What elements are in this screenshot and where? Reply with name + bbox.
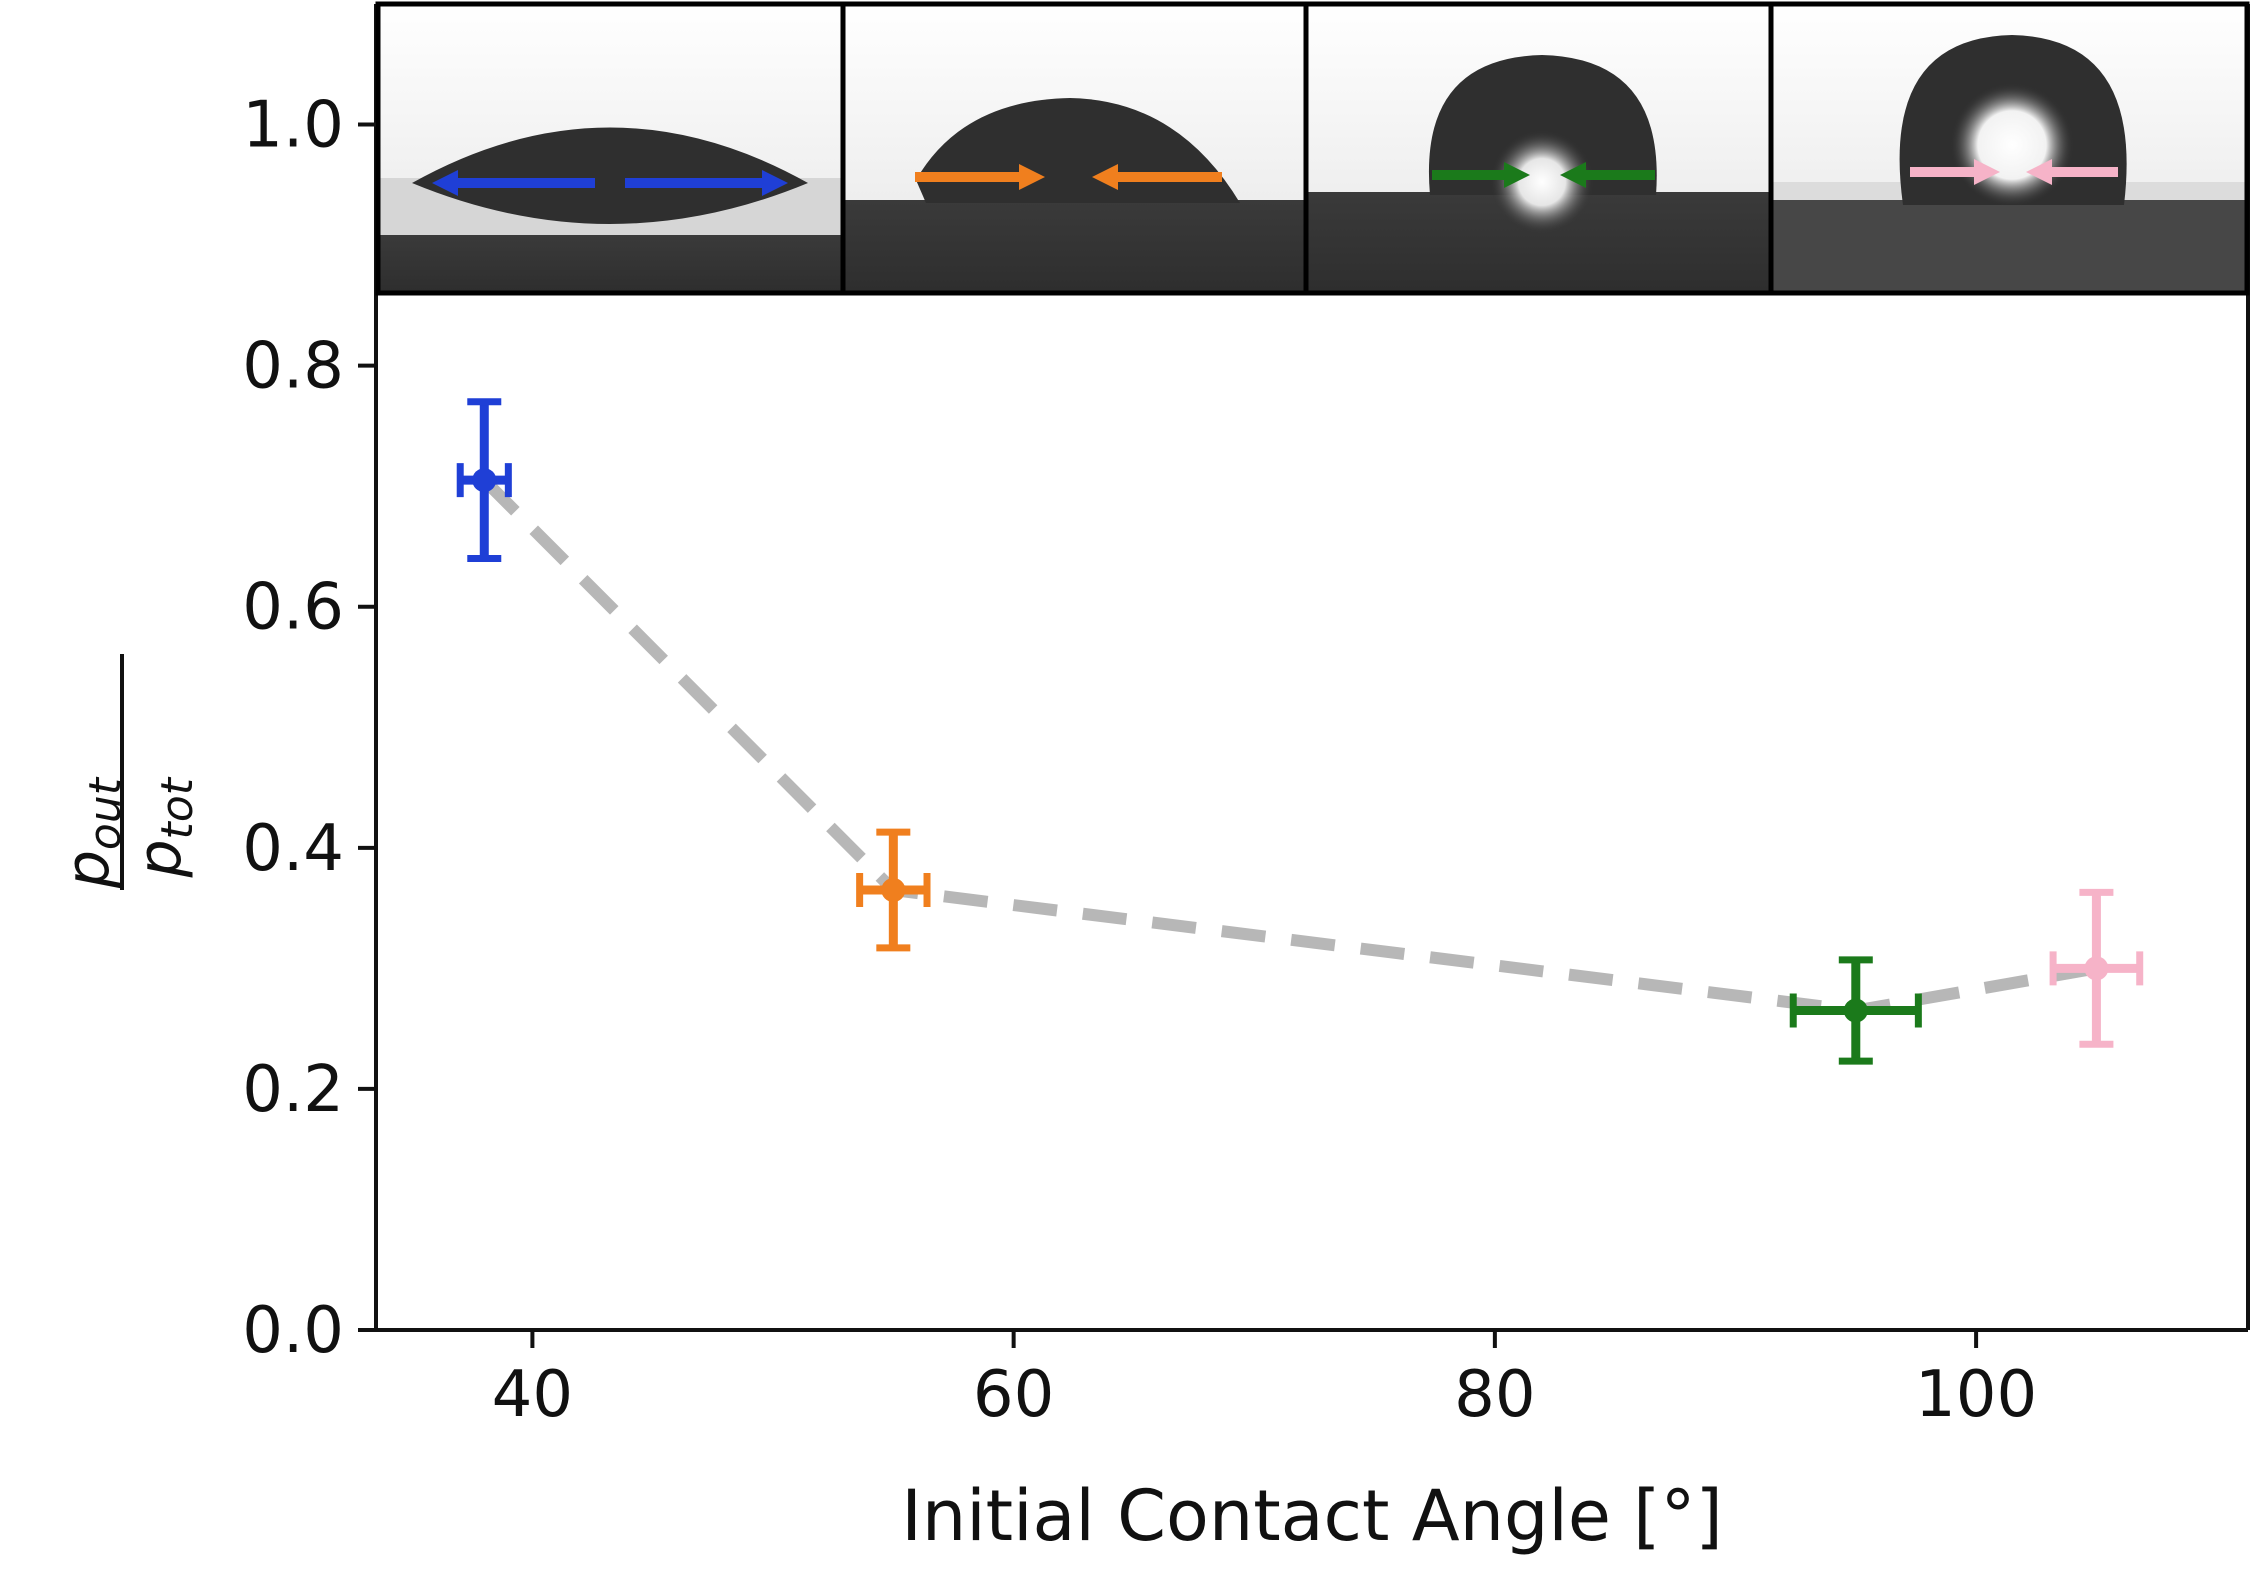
droplet-image-4: [1772, 4, 2246, 292]
droplet-image-1: [379, 4, 842, 292]
y-tick-label: 0.4: [242, 812, 344, 886]
data-marker: [881, 878, 906, 903]
droplet-shape-3: [1428, 55, 1657, 195]
data-marker: [1843, 998, 1868, 1023]
data-marker: [2084, 956, 2109, 981]
x-tick-label: 80: [1454, 1358, 1535, 1432]
x-axis: 40 60 80 100: [492, 1330, 2037, 1432]
y-axis-label: pout ptot: [53, 654, 203, 890]
droplet-image-3: [1307, 4, 1770, 292]
data-point-3: [1789, 956, 1922, 1065]
inward-arrows-2: [915, 164, 1222, 190]
inward-arrows-3: [1432, 162, 1655, 188]
y-tick-label: 0.8: [242, 330, 344, 404]
data-series: [456, 398, 2144, 1065]
droplet-shape-1: [412, 127, 808, 224]
y-tick-label: 0.0: [242, 1294, 344, 1368]
x-tick-label: 60: [973, 1358, 1054, 1432]
droplet-image-strip: [375, 1, 2250, 296]
x-axis-label: Initial Contact Angle [°]: [901, 1475, 1723, 1557]
dashed-trend-line: [480, 475, 2098, 1017]
data-point-2: [856, 828, 931, 952]
data-marker: [472, 468, 497, 493]
y-tick-label: 0.2: [242, 1053, 344, 1127]
droplet-highlight-4: [1950, 83, 2074, 207]
data-point-1: [456, 398, 512, 563]
image-strip-border: [375, 1, 2250, 296]
x-tick-label: 40: [492, 1358, 573, 1432]
droplet-highlight-3: [1490, 130, 1594, 234]
data-point-4: [2049, 888, 2144, 1048]
droplet-image-2: [844, 4, 1305, 292]
y-tick-label: 1.0: [242, 89, 344, 163]
inward-arrows-4: [1910, 159, 2118, 185]
x-tick-label: 100: [1915, 1358, 2037, 1432]
y-label-denominator: ptot: [125, 776, 203, 878]
outward-arrows-1: [432, 170, 788, 196]
y-axis: 0.0 0.2 0.4 0.6 0.8 1.0: [242, 89, 376, 1368]
y-tick-label: 0.6: [242, 571, 344, 645]
y-label-numerator: pout: [53, 776, 131, 889]
